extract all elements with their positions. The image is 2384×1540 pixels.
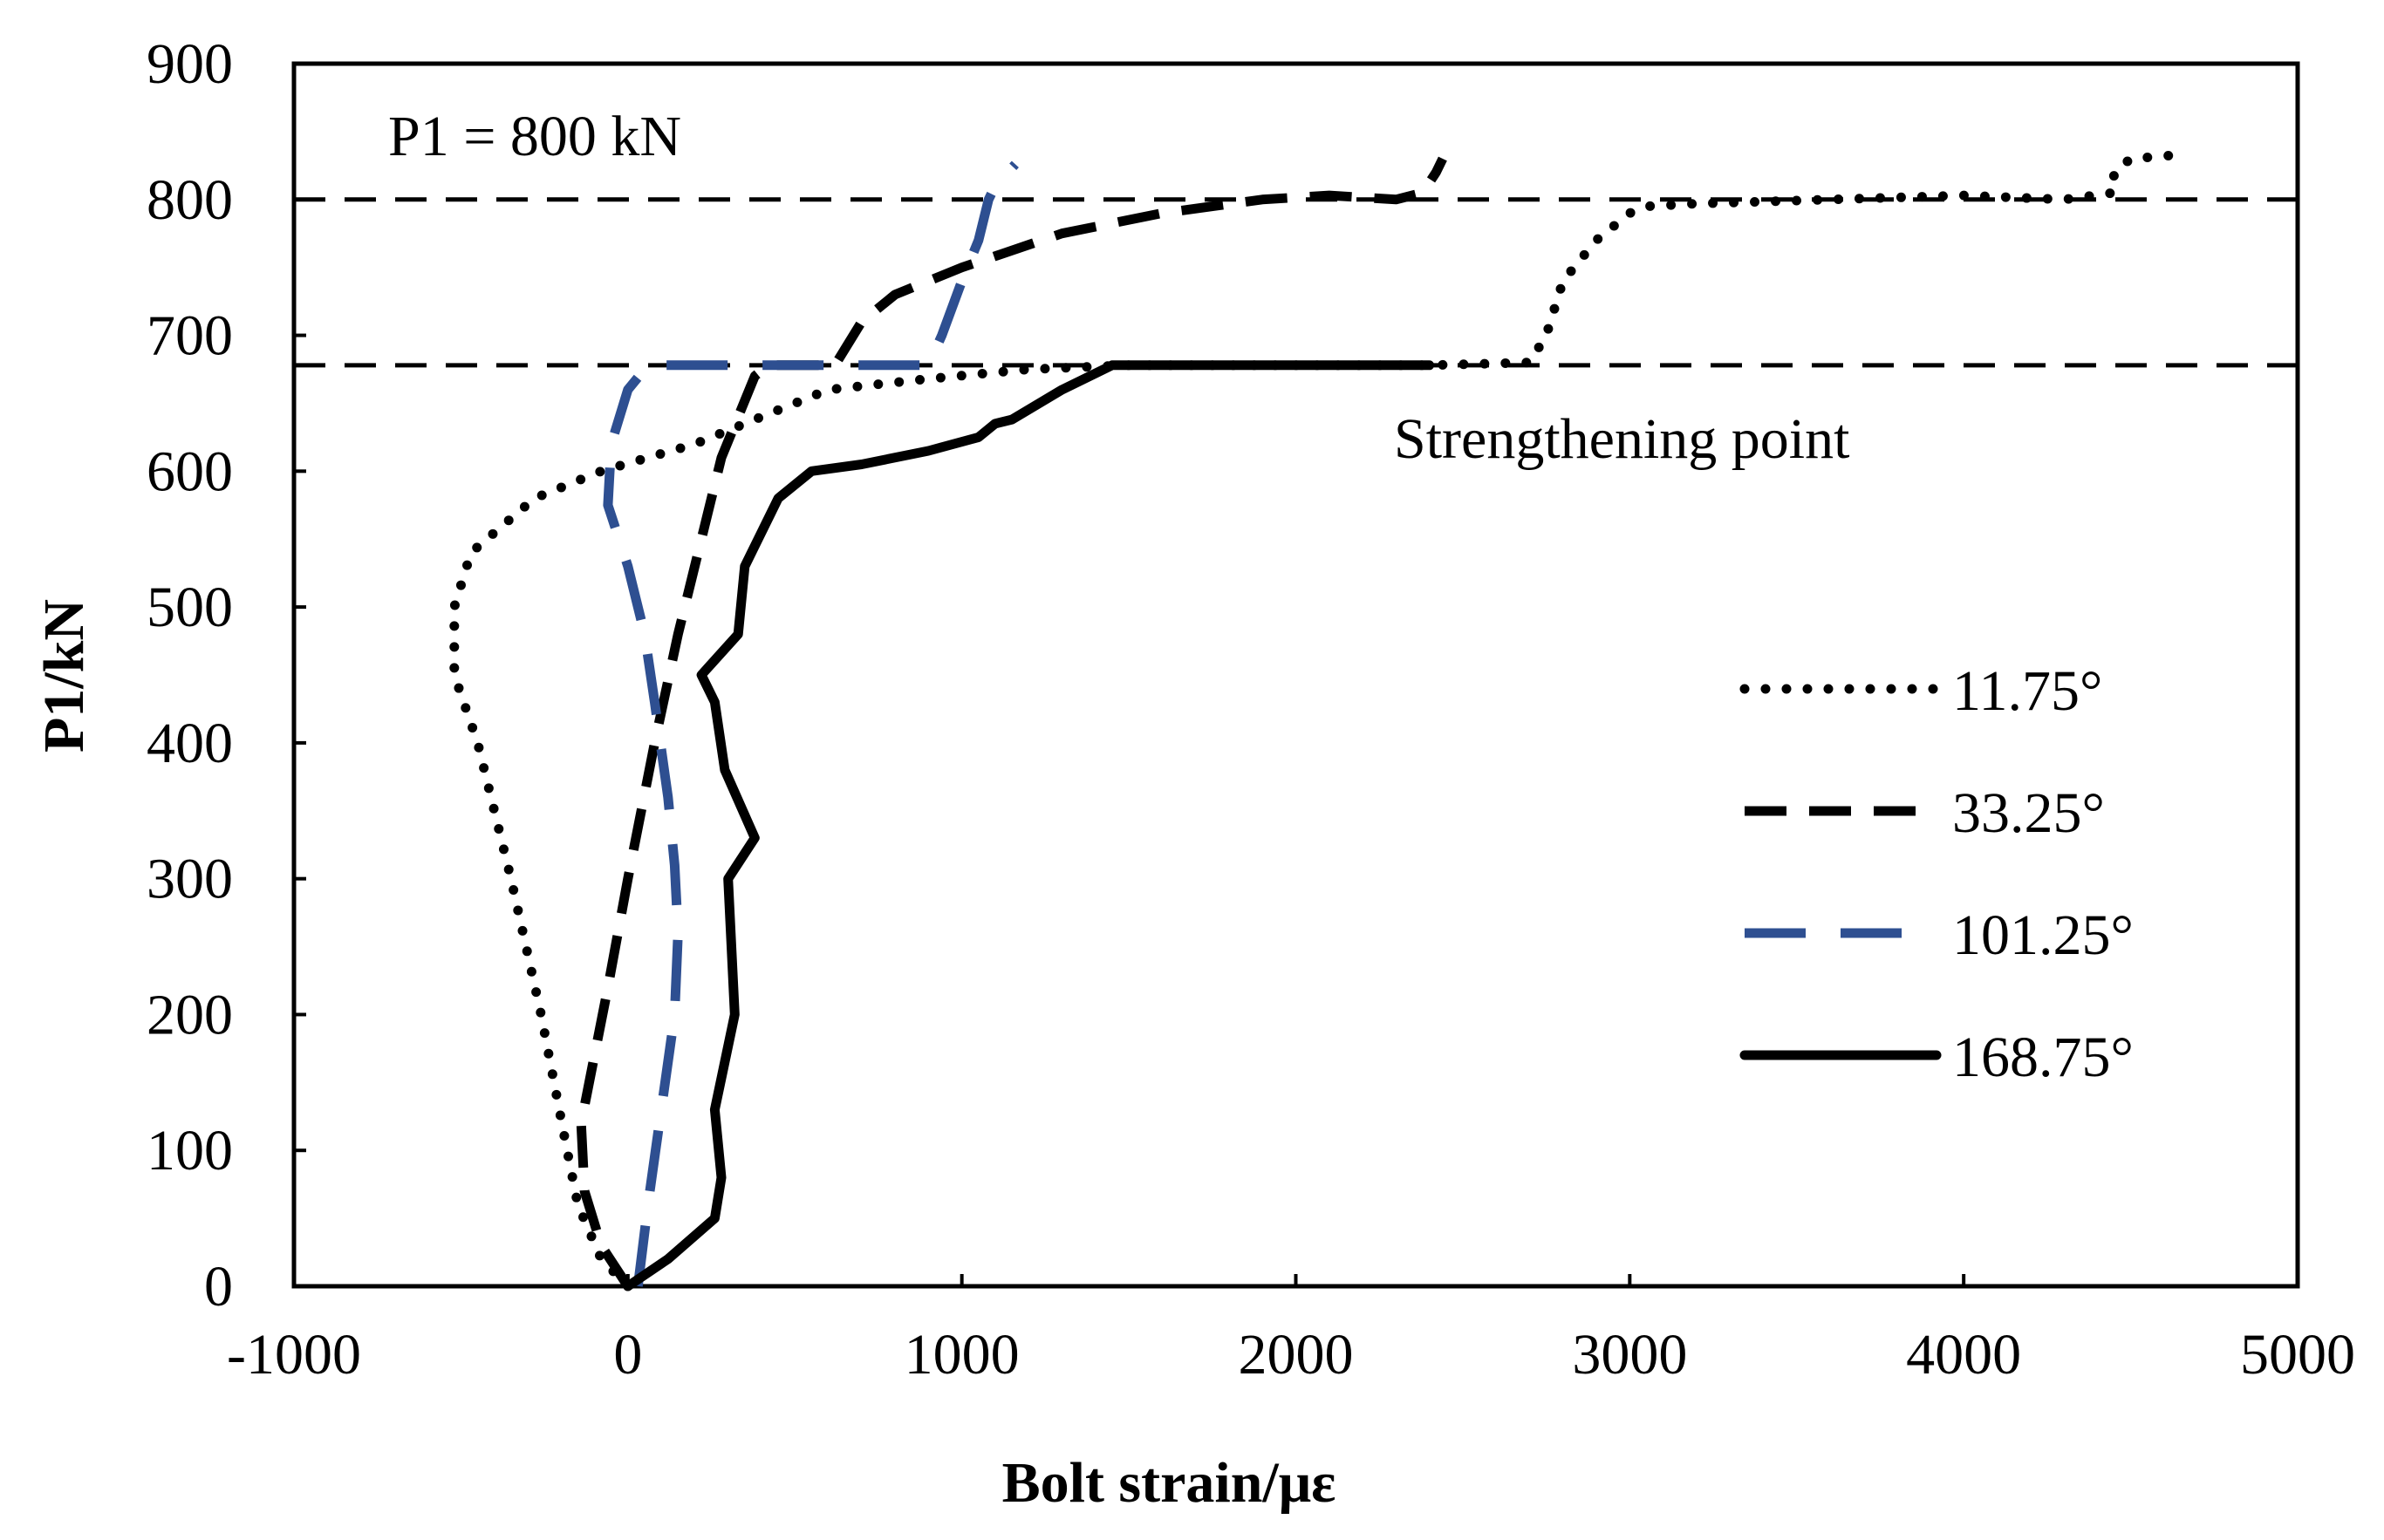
y-tick-label: 0 [204,1255,233,1319]
plot-area [291,61,2300,1289]
series-line-2 [576,156,1447,1290]
legend-label-3: 101.25° [1952,903,2134,967]
y-tick-label: 900 [147,32,233,96]
x-tick-label: 4000 [1906,1323,2021,1387]
annotation-strengthening-point: Strengthening point [1394,407,1849,471]
y-tick-label: 500 [147,576,233,639]
series-line-3 [603,160,1019,1287]
y-axis-title: P1/kN [32,599,96,753]
y-tick-label: 300 [147,848,233,911]
x-axis: -1000 0 1000 2000 3000 4000 5000 [227,1274,2355,1387]
x-axis-title: Bolt strain/με [1002,1451,1336,1515]
legend-label-1: 11.75° [1952,659,2102,723]
y-axis: 0 100 200 300 400 500 600 700 800 900 [147,32,306,1319]
series-line-1 [449,149,2186,1291]
legend-label-2: 33.25° [1952,781,2105,845]
x-tick-label: -1000 [227,1323,361,1387]
y-tick-label: 800 [147,168,233,232]
x-tick-label: 2000 [1239,1323,1354,1387]
series-line-4 [623,360,1435,1291]
y-tick-label: 700 [147,304,233,368]
y-tick-label: 400 [147,712,233,775]
x-tick-label: 1000 [905,1323,1020,1387]
annotation-p1-800: P1 = 800 kN [388,105,681,168]
y-tick-label: 100 [147,1119,233,1182]
legend-label-4: 168.75° [1952,1026,2134,1089]
x-tick-label: 3000 [1572,1323,1687,1387]
y-tick-label: 200 [147,983,233,1046]
series-layer [449,149,2186,1291]
y-tick-label: 600 [147,440,233,503]
legend: 11.75° 33.25° 101.25° 168.75° [1739,659,2134,1089]
x-tick-label: 5000 [2240,1323,2355,1387]
x-tick-label: 0 [613,1323,642,1387]
